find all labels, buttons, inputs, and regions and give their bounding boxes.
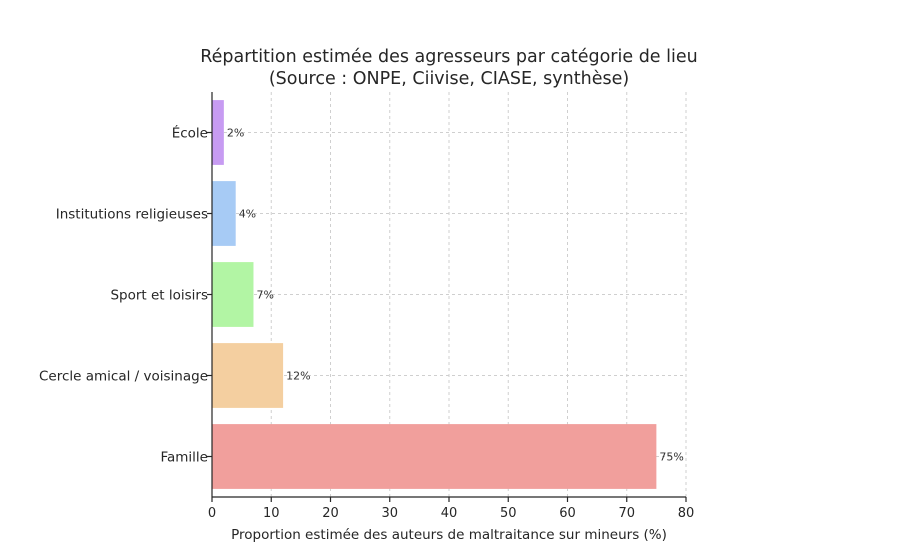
bar-value-label: 2% [227, 127, 244, 140]
x-tick-label: 80 [678, 506, 695, 521]
category-labels: École Institutions religieuses Sport et lo… [39, 125, 212, 466]
bar-value-label: 4% [239, 208, 256, 221]
x-tick-label: 50 [500, 506, 517, 521]
bar [212, 343, 284, 408]
category-label: Sport et loisirs [110, 288, 208, 304]
category-label: École [172, 125, 208, 142]
x-tick-label: 10 [263, 506, 280, 521]
x-tick-label: 20 [322, 506, 339, 521]
bar-value-label: 75% [659, 451, 683, 464]
x-axis-label: Proportion estimée des auteurs de maltra… [231, 527, 667, 543]
x-tick-label: 70 [618, 506, 635, 521]
x-tick-label: 40 [441, 506, 458, 521]
category-label: Famille [160, 450, 208, 466]
category-label: Institutions religieuses [56, 207, 208, 223]
bar-value-label: 7% [256, 289, 273, 302]
bar [212, 181, 236, 246]
bar [212, 100, 224, 165]
data-labels: 2% 4% 7% 12% 75% [227, 127, 684, 464]
x-tick-labels: 0 10 20 30 40 50 60 70 80 [208, 497, 694, 521]
category-label: Cercle amical / voisinage [39, 369, 208, 385]
bar-value-label: 12% [286, 370, 310, 383]
x-tick-label: 0 [208, 506, 216, 521]
bar [212, 262, 254, 327]
chart-subtitle: (Source : ONPE, Ciivise, CIASE, synthèse… [269, 69, 629, 89]
x-tick-label: 60 [559, 506, 576, 521]
bars [212, 100, 657, 489]
x-tick-label: 30 [381, 506, 398, 521]
bar [212, 424, 657, 489]
chart-title: Répartition estimée des agresseurs par c… [200, 47, 697, 67]
